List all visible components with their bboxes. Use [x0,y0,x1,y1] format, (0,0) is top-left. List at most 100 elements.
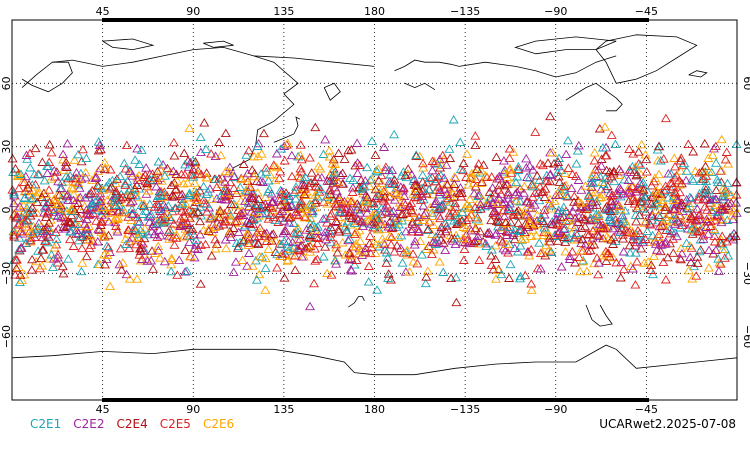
occultation-marker [592,230,603,239]
occultation-marker [273,193,284,203]
occultation-marker [603,248,614,257]
occultation-marker [279,155,290,165]
occultation-marker [594,124,605,133]
occultation-marker [90,173,101,182]
occultation-marker [96,216,107,225]
occultation-marker [241,150,252,159]
occultation-marker [608,239,619,248]
occultation-marker [93,137,104,146]
occultation-marker [694,210,705,219]
occultation-marker [108,215,119,225]
lat-tick-label-right: 30 [741,140,750,154]
occultation-marker [627,161,638,171]
occultation-marker [312,254,323,264]
occultation-marker [466,209,477,219]
occultation-marker [559,232,570,242]
occultation-marker [159,171,170,180]
occultation-marker [261,163,272,172]
occultation-marker [544,198,555,208]
occultation-marker [10,213,21,222]
occultation-marker [146,255,157,265]
occultation-marker [132,274,143,283]
occultation-marker [520,270,531,280]
occultation-marker [540,176,551,185]
occultation-marker [654,169,664,179]
occultation-marker [571,228,582,237]
occultation-marker [424,173,435,182]
occultation-marker [441,160,452,169]
occultation-marker [142,229,153,239]
occultation-marker [305,229,315,238]
occultation-marker [461,230,472,239]
occultation-marker [91,216,102,225]
occultation-marker [458,165,468,175]
occultation-marker [322,268,333,278]
occultation-marker [333,226,344,236]
occultation-marker [690,216,701,225]
occultation-marker [390,213,401,223]
occultation-marker [354,243,365,253]
occultation-marker [597,143,608,152]
occultation-marker [493,221,504,231]
coastline-segment [514,36,617,55]
lat-tick-label-right: −60 [741,325,750,348]
occultation-marker [130,155,141,164]
occultation-marker [668,182,679,191]
occultation-marker [595,219,605,229]
coastline-segment [203,40,234,48]
occultation-marker [502,172,513,181]
occultation-marker [613,200,624,209]
occultation-marker [700,181,711,190]
lon-tick-label-top: 135 [273,5,294,18]
occultation-marker [377,234,388,243]
occultation-marker [196,240,206,249]
occultation-marker [137,209,148,218]
occultation-marker [665,238,675,248]
occultation-marker [58,149,69,159]
lat-tick-label-right: −30 [741,262,750,285]
occultation-marker [228,183,239,192]
occultation-marker [710,225,720,235]
occultation-marker [120,178,131,188]
occultation-marker [461,223,472,233]
occultation-marker [14,201,25,211]
occultation-marker [187,156,198,165]
occultation-marker [352,168,363,177]
occultation-marker [428,189,438,199]
occultation-marker [459,244,470,254]
occultation-marker [470,202,481,212]
occultation-marker [41,189,52,199]
occultation-marker [546,247,557,257]
occultation-marker [635,160,646,169]
legend-item-c2e1: C2E1 [30,417,62,431]
occultation-marker [544,194,555,204]
occultation-marker [312,238,323,248]
occultation-marker [84,235,95,244]
occultation-marker [473,216,484,225]
occultation-marker [614,201,625,210]
occultation-marker [368,198,379,207]
occultation-marker [563,163,574,172]
occultation-marker [418,158,428,168]
occultation-marker [424,184,435,194]
occultation-marker [97,202,108,211]
occultation-marker [243,145,254,155]
occultation-marker [433,172,444,181]
occultation-marker [61,162,72,171]
occultation-marker [685,257,696,267]
occultation-points [7,111,742,311]
occultation-marker [77,144,88,154]
occultation-marker [34,169,45,179]
occultation-marker [236,196,246,205]
occultation-marker [546,203,557,213]
occultation-marker [48,254,59,263]
occultation-marker [97,206,108,216]
occultation-marker [379,239,390,249]
occultation-marker [360,197,371,207]
occultation-marker [573,140,584,150]
occultation-marker [25,148,35,158]
occultation-marker [345,173,355,182]
occultation-marker [85,209,96,218]
occultation-marker [662,252,673,262]
occultation-marker [318,197,329,206]
